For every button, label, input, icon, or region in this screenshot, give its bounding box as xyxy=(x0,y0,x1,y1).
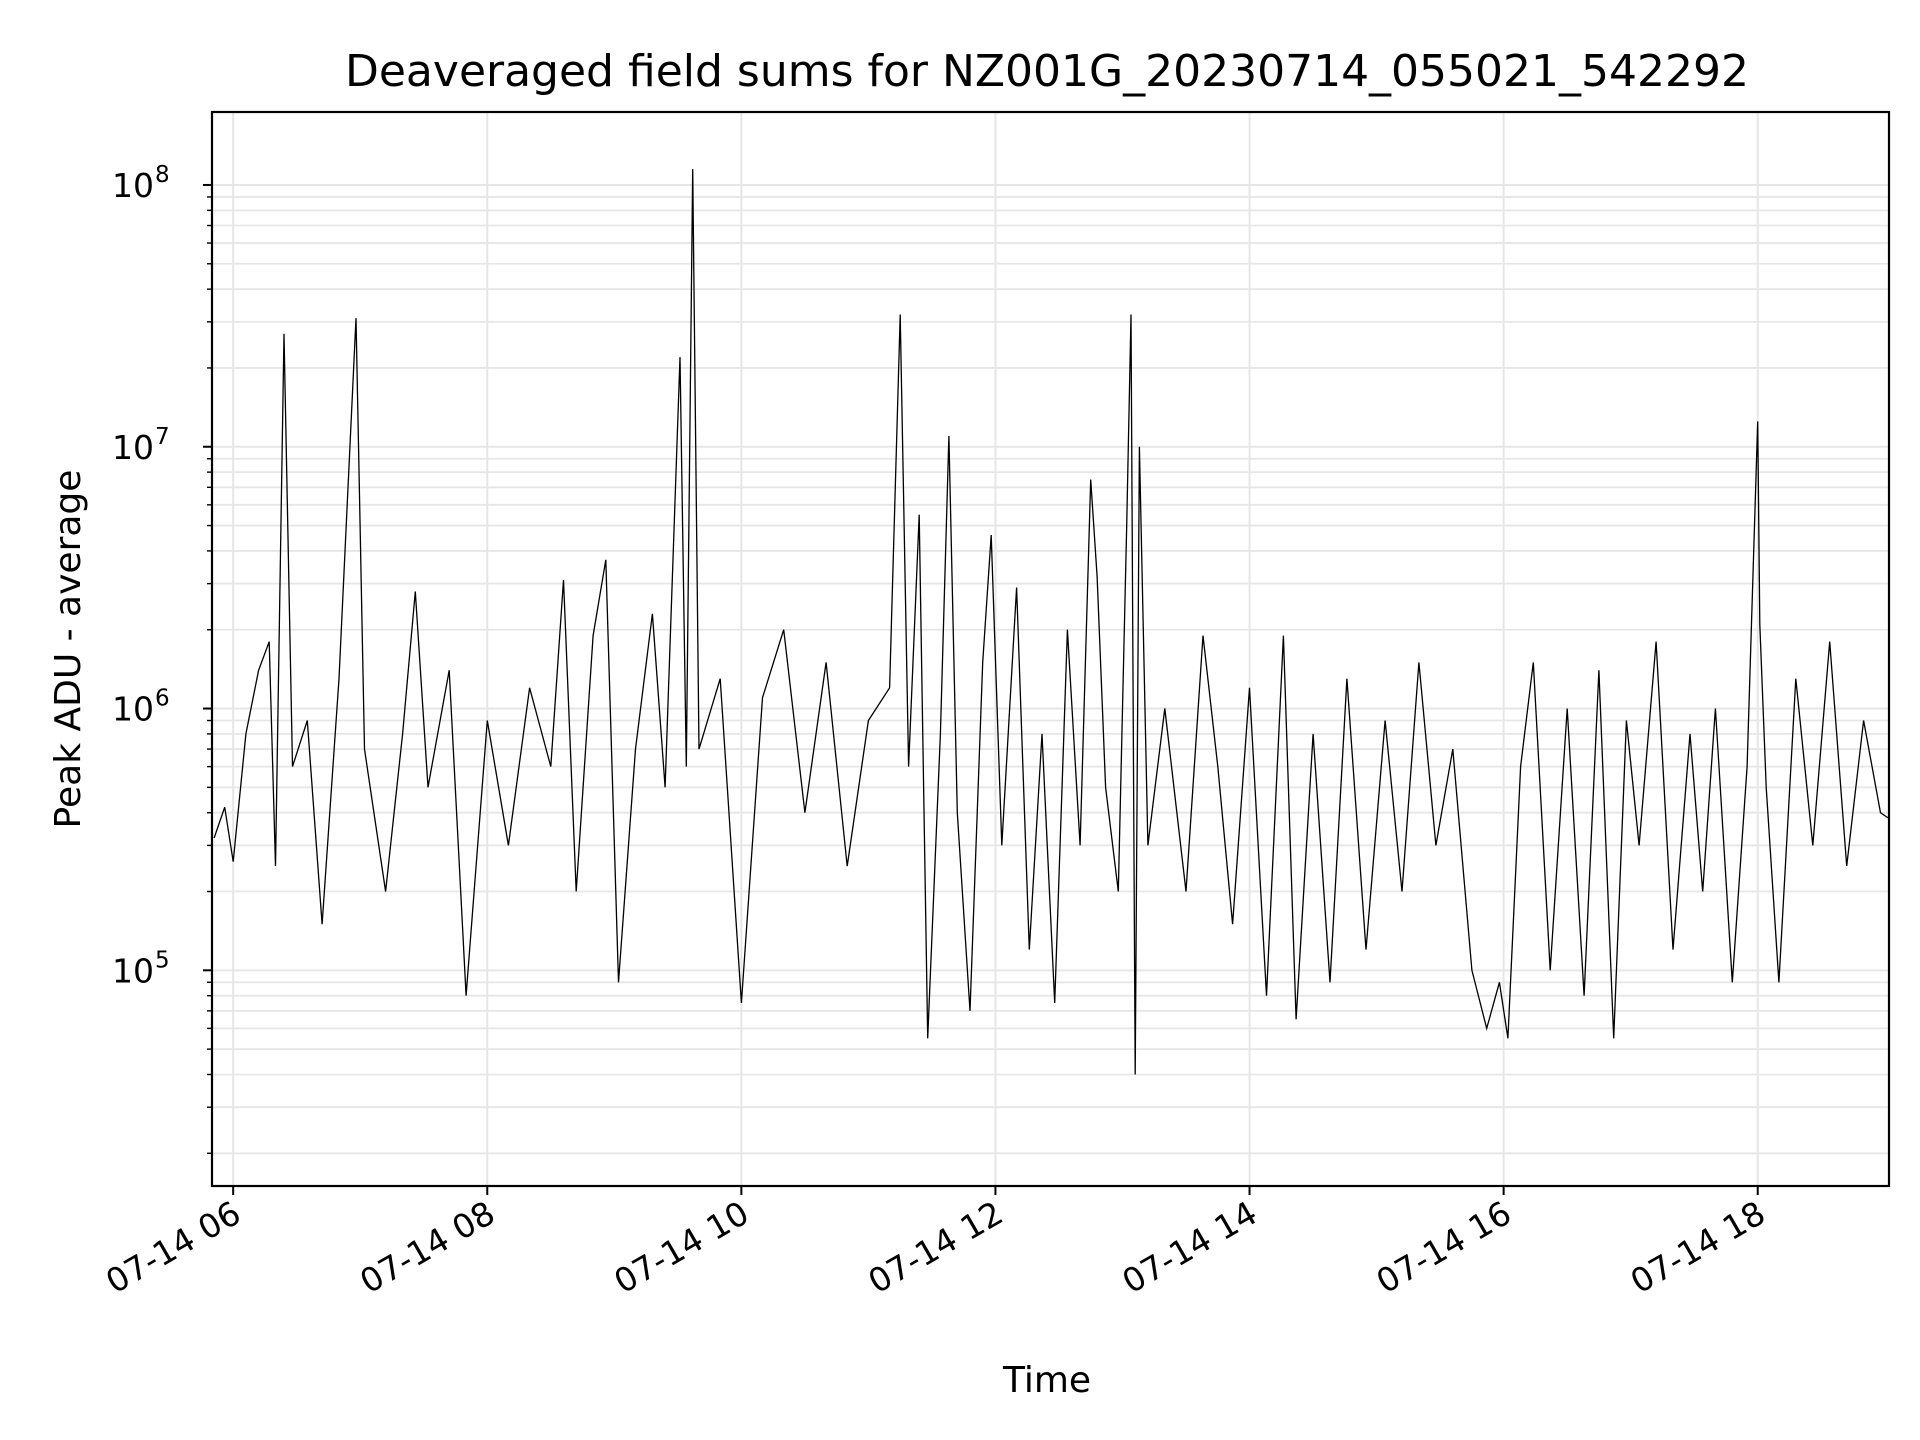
y-tick-label-exponent: 8 xyxy=(155,162,170,188)
y-tick-label-exponent: 6 xyxy=(155,686,170,712)
y-axis-label: Peak ADU - average xyxy=(48,470,89,829)
x-axis-label: Time xyxy=(1002,1360,1091,1401)
y-tick-label: 10 xyxy=(112,166,154,205)
y-tick-label: 10 xyxy=(112,690,154,729)
chart-title: Deaveraged field sums for NZ001G_2023071… xyxy=(345,46,1749,97)
grid-lines xyxy=(212,112,1889,1186)
plot-area-frame xyxy=(210,110,1891,1188)
y-tick-label: 10 xyxy=(112,951,154,990)
y-tick-label-exponent: 7 xyxy=(155,424,170,450)
y-tick-label: 10 xyxy=(112,428,154,467)
y-tick-label-exponent: 5 xyxy=(155,947,170,973)
series-line xyxy=(213,169,1890,1075)
series-layer xyxy=(213,169,1890,1075)
